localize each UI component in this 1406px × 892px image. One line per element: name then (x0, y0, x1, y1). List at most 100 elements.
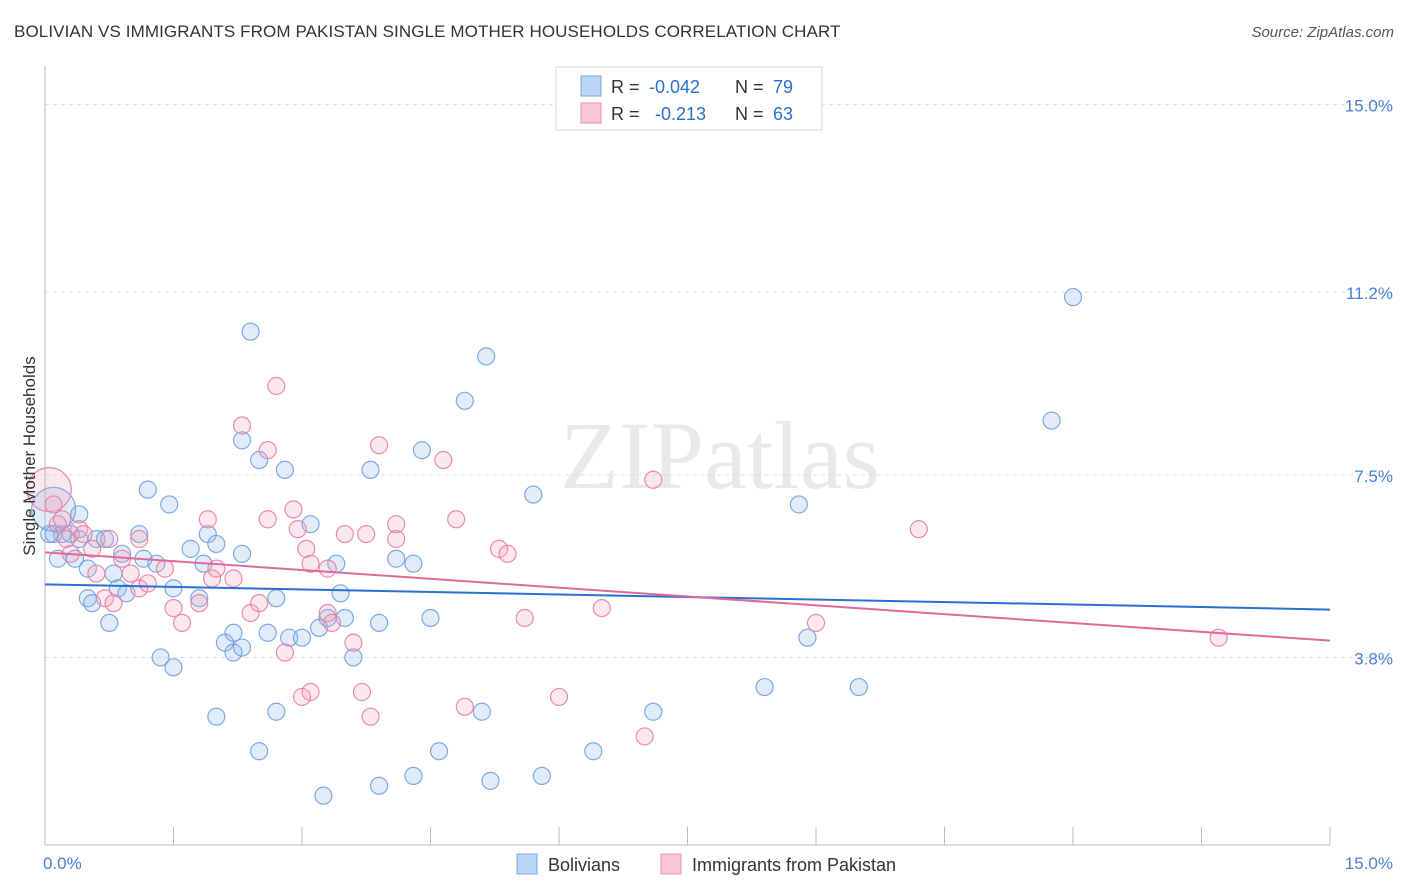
y-tick-label: 7.5% (1354, 467, 1393, 486)
bolivian-point (232, 638, 252, 657)
pakistan-point (198, 510, 217, 529)
bolivian-point (130, 524, 149, 544)
pakistan-point (155, 559, 175, 578)
trend-lines (44, 551, 1331, 642)
bolivian-point (258, 623, 277, 642)
bolivian-point (455, 391, 474, 410)
correlation-legend: R = -0.042 N = 79 R = -0.213 N = 63 (555, 66, 823, 131)
source-label: Source: ZipAtlas.com (1251, 24, 1394, 41)
bolivian-point (100, 613, 119, 633)
legend-n-value-2: 63 (773, 104, 793, 124)
pakistan-point (318, 603, 337, 623)
pakistan-point (292, 687, 312, 707)
legend-n-label-1: N = (735, 77, 764, 97)
bolivian-point (207, 534, 226, 554)
bolivian-point (190, 589, 209, 608)
bottom-legend-label-bolivians[interactable]: Bolivians (548, 855, 620, 875)
pakistan-point (250, 594, 269, 613)
bolivian-point (421, 608, 440, 628)
bolivian-point (532, 766, 551, 786)
bolivian-point (232, 431, 252, 450)
pakistan-point (267, 376, 286, 396)
bolivian-point (108, 579, 127, 598)
legend-r-label-2: R = (611, 104, 640, 124)
bolivian-point (361, 460, 380, 480)
legend-swatch-pakistan (580, 102, 602, 124)
pakistan-point (288, 520, 307, 539)
bolivian-point (370, 613, 389, 633)
axes (44, 66, 1331, 846)
bottom-legend-label-pakistan[interactable]: Immigrants from Pakistan (692, 855, 896, 875)
pakistan-point (95, 589, 115, 608)
bolivian-point (164, 579, 183, 598)
legend-n-label-2: N = (735, 104, 764, 124)
pakistan-point (318, 559, 337, 578)
bolivian-point (477, 347, 496, 366)
pakistan-point (284, 500, 303, 519)
legend-r-label-1: R = (611, 77, 640, 97)
bolivian-point (370, 776, 389, 795)
legend-swatch-bolivians (580, 75, 602, 97)
bolivian-point (789, 495, 808, 514)
pakistan-point (909, 520, 928, 539)
pakistan-point (335, 524, 354, 544)
pakistan-point (644, 470, 663, 489)
pakistan-point (87, 564, 106, 583)
pakistan-point (258, 441, 277, 460)
data-points (26, 288, 1228, 805)
bolivian-point (250, 742, 269, 761)
pakistan-point (297, 539, 316, 558)
bolivian-point (404, 554, 423, 573)
pakistan-point (357, 524, 376, 544)
bolivian-point (224, 643, 243, 662)
legend-r-value-2: -0.213 (655, 104, 706, 124)
bolivian-point (275, 460, 294, 480)
bolivian-point (798, 628, 817, 647)
bolivian-point (70, 505, 89, 524)
pakistan-point (489, 539, 509, 558)
bolivian-point (160, 495, 179, 514)
bolivian-point (344, 648, 363, 667)
bolivian-point (224, 623, 243, 642)
pakistan-point (322, 613, 342, 633)
x-tick-labels: 0.0% 15.0% (43, 854, 1393, 873)
y-axis-label: Single Mother Households (20, 356, 39, 555)
bolivian-point (78, 559, 97, 578)
pakistan-point (138, 574, 157, 593)
pakistan-point (549, 687, 569, 707)
bolivian-point (849, 677, 868, 697)
series-legend: Bolivians Immigrants from Pakistan (516, 853, 896, 875)
y-tick-label: 11.2% (1346, 284, 1393, 303)
bolivian-point (207, 707, 226, 726)
pakistan-point (172, 613, 192, 633)
pakistan-point (498, 544, 517, 563)
y-tick-label: 3.8% (1354, 649, 1393, 668)
y-tick-label: 15.0% (1345, 97, 1393, 116)
pakistan-point (224, 569, 243, 588)
pakistan-point (592, 598, 611, 618)
bolivian-point (429, 742, 449, 761)
bottom-legend-swatch-pakistan[interactable] (660, 853, 682, 875)
bolivian-point (584, 742, 603, 761)
bolivian-point (755, 677, 774, 697)
pakistan-point (275, 643, 294, 662)
bolivian-point (95, 529, 115, 549)
bolivian-point (232, 544, 252, 563)
bolivian-point (241, 322, 260, 341)
bottom-legend-swatch-bolivians[interactable] (516, 853, 538, 875)
pakistan-point (434, 450, 453, 470)
pakistan-point (130, 529, 149, 549)
pakistan-point (121, 564, 140, 583)
bolivian-point (1063, 288, 1083, 307)
bolivian-point (412, 441, 432, 460)
pakistan-point (190, 594, 209, 613)
pakistan-point (74, 524, 93, 544)
pakistan-point (258, 510, 277, 529)
pakistan-point (207, 559, 226, 578)
legend-n-value-1: 79 (773, 77, 793, 97)
bolivian-point (151, 648, 170, 667)
pakistan-point (232, 416, 252, 435)
pakistan-point (806, 613, 826, 633)
bolivian-point (1042, 411, 1061, 430)
